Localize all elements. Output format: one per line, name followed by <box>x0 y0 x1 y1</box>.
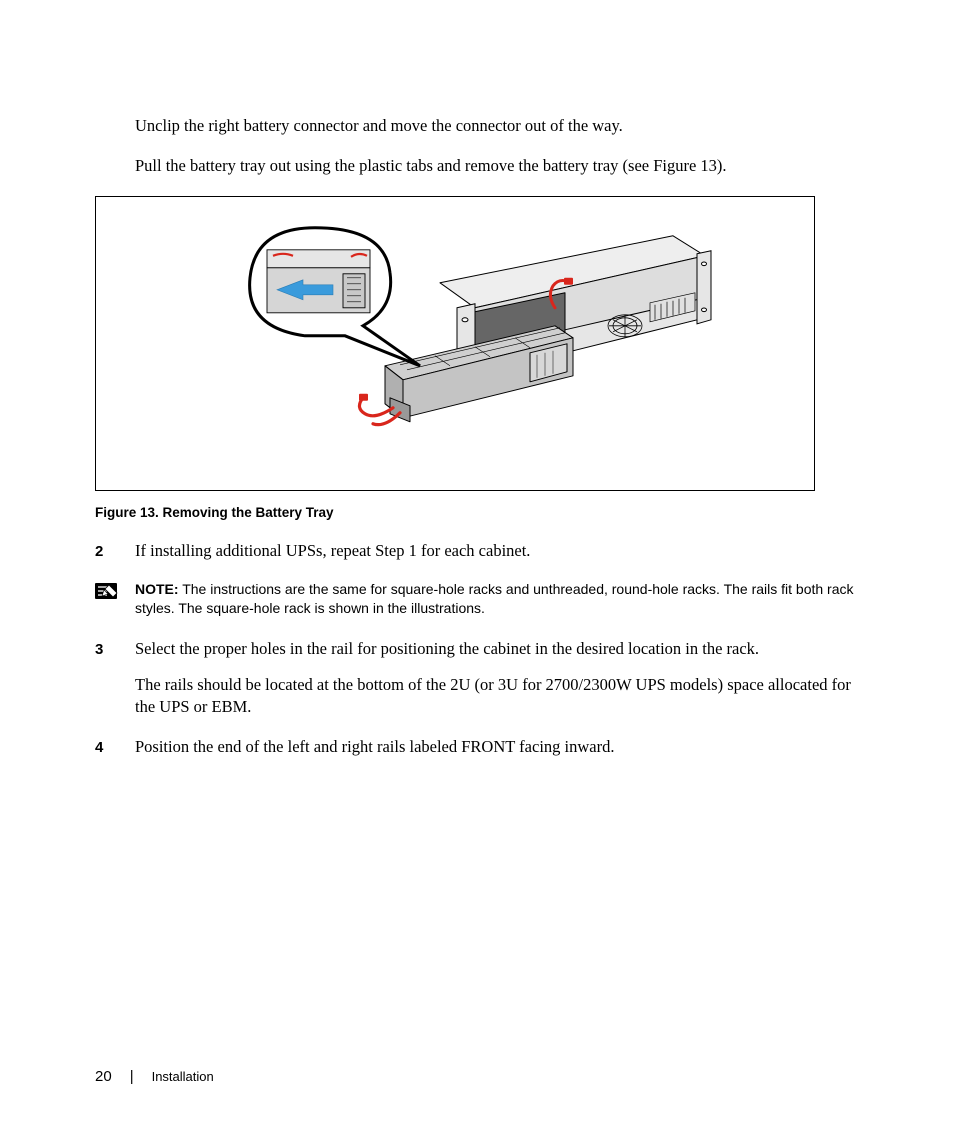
figure-13-caption: Figure 13. Removing the Battery Tray <box>95 505 870 520</box>
footer-separator: | <box>130 1068 134 1085</box>
intro-line-2: Pull the battery tray out using the plas… <box>135 155 870 177</box>
step-3-continuation: The rails should be located at the botto… <box>135 674 870 719</box>
figure-13-illustration <box>195 208 715 468</box>
note-text: NOTE: The instructions are the same for … <box>135 580 870 618</box>
step-3-number: 3 <box>95 641 135 658</box>
note-body: The instructions are the same for square… <box>135 581 854 616</box>
step-2-row: 2 If installing additional UPSs, repeat … <box>95 540 870 562</box>
note-label: NOTE: <box>135 581 179 597</box>
figure-13-box <box>95 196 815 491</box>
note-row: NOTE: The instructions are the same for … <box>95 580 870 618</box>
step-2-text: If installing additional UPSs, repeat St… <box>135 540 530 562</box>
footer-page-number: 20 <box>95 1068 112 1085</box>
step-4-number: 4 <box>95 739 135 756</box>
note-icon <box>95 580 135 606</box>
step-2-number: 2 <box>95 543 135 560</box>
page-footer: 20 | Installation <box>95 1068 214 1085</box>
step-3-row: 3 Select the proper holes in the rail fo… <box>95 638 870 660</box>
page-content: Unclip the right battery connector and m… <box>95 115 870 777</box>
step-4-text: Position the end of the left and right r… <box>135 736 614 758</box>
intro-line-1: Unclip the right battery connector and m… <box>135 115 870 137</box>
step-4-row: 4 Position the end of the left and right… <box>95 736 870 758</box>
footer-section-label: Installation <box>152 1069 214 1084</box>
step-3-text: Select the proper holes in the rail for … <box>135 638 759 660</box>
